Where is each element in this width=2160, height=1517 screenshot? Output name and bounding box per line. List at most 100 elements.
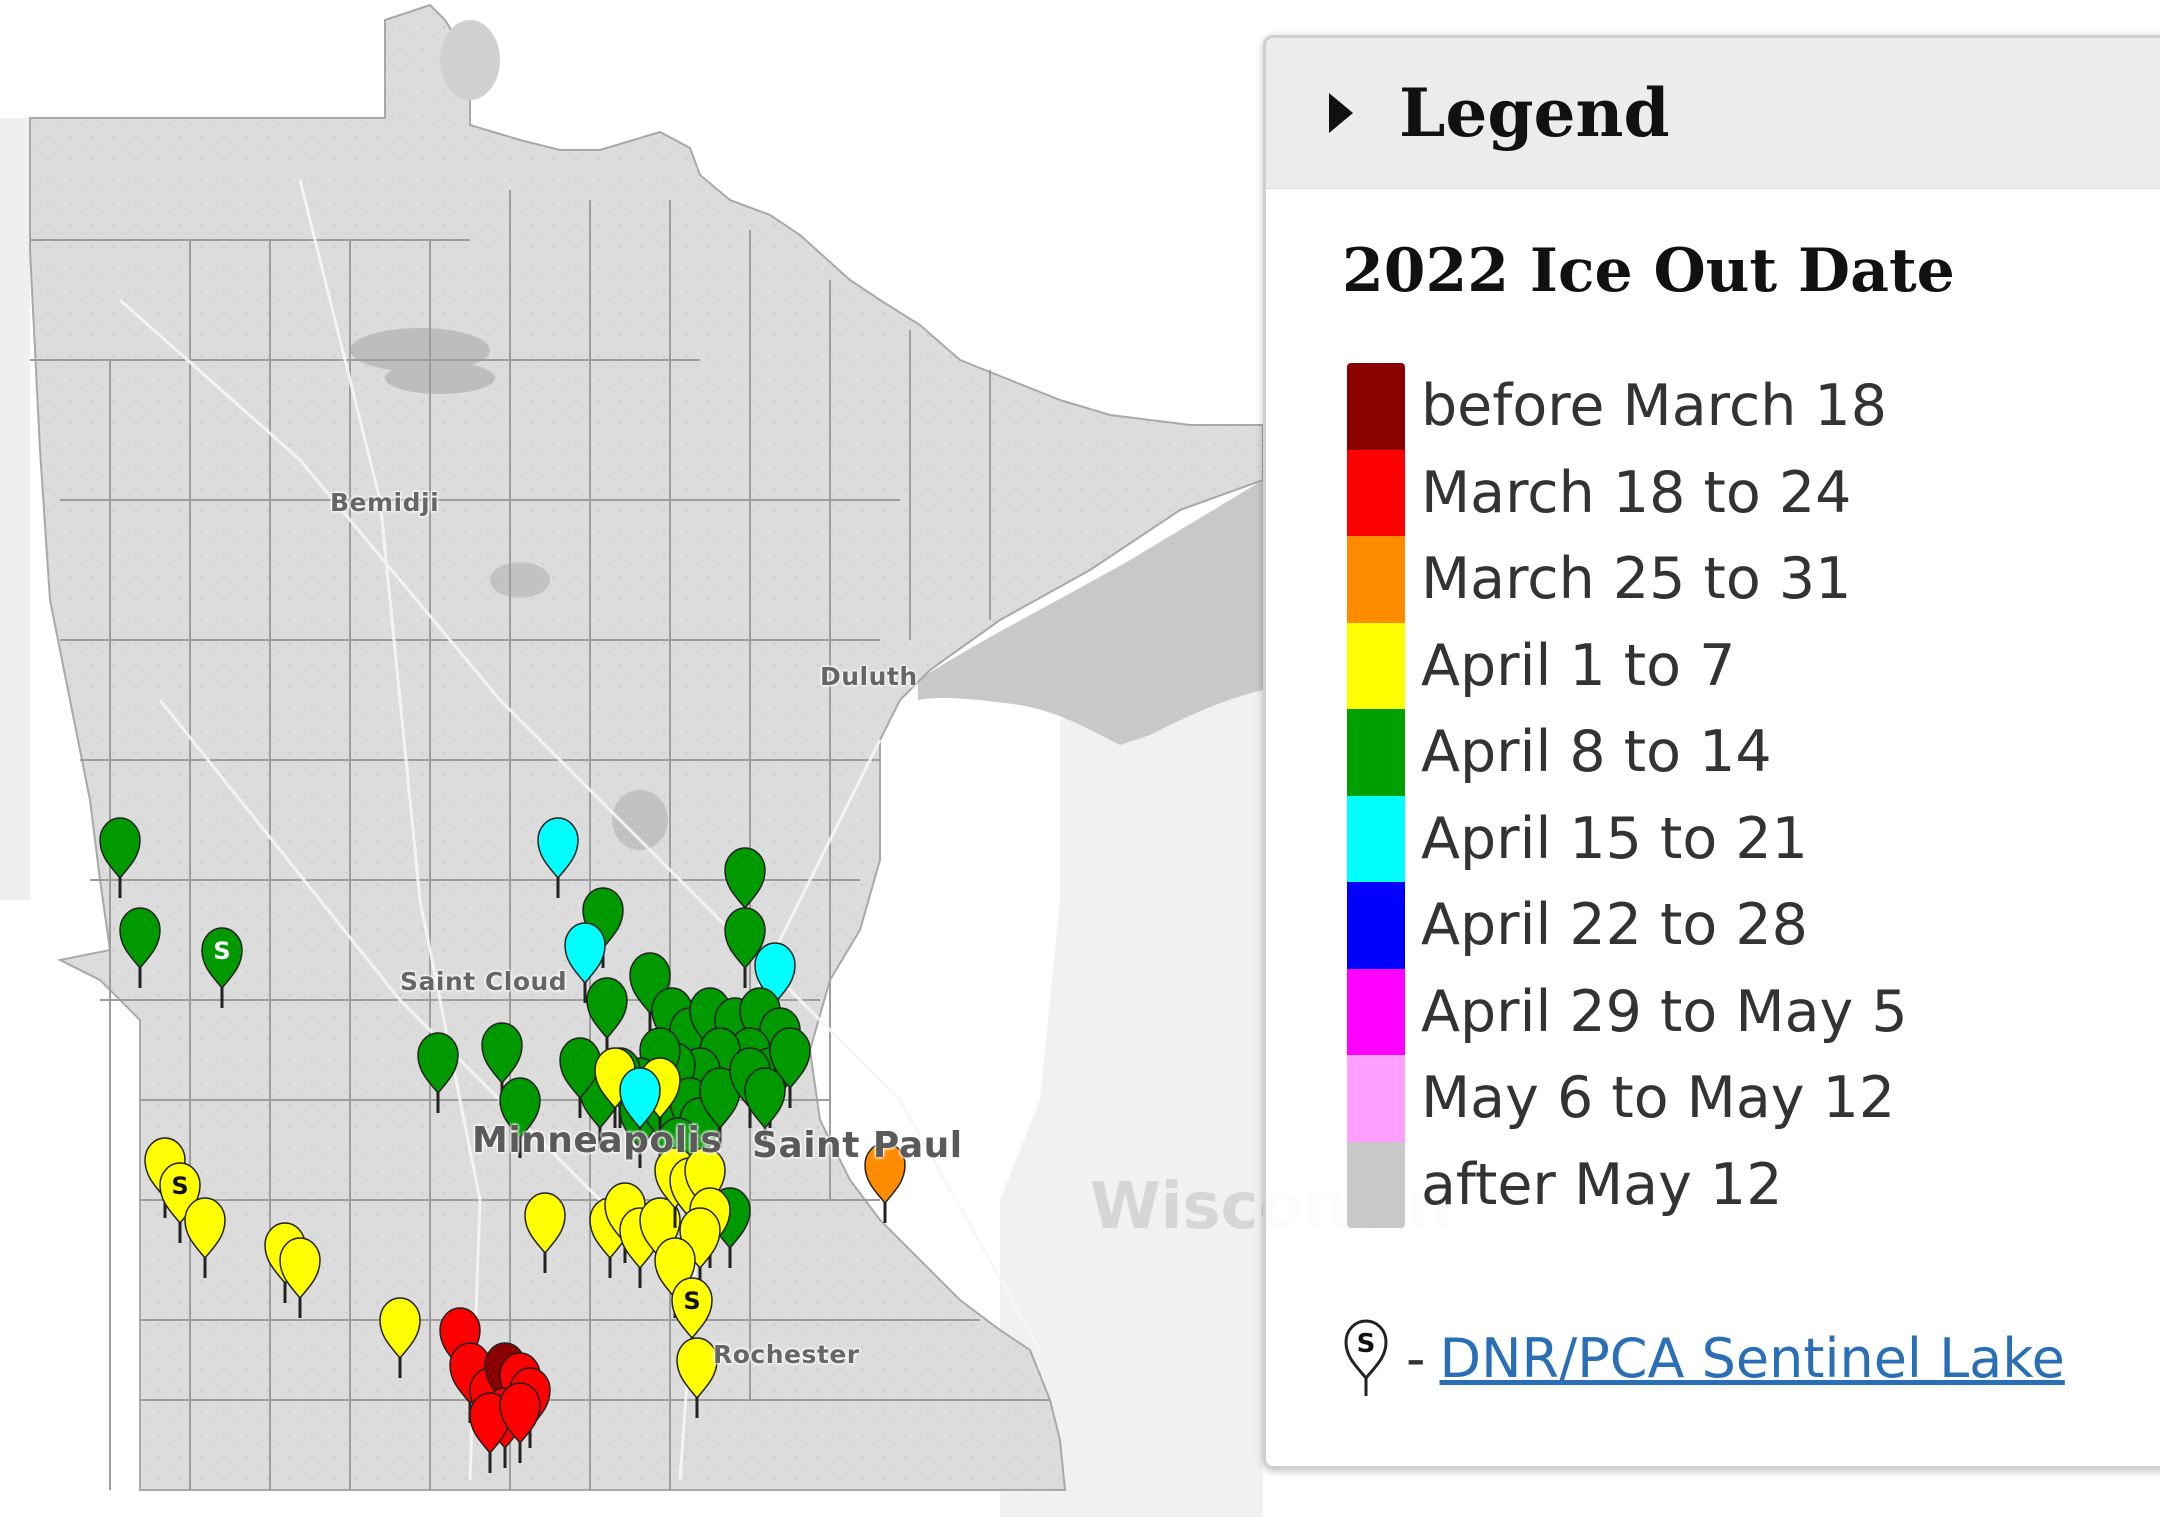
city-label-saint-cloud: Saint Cloud xyxy=(400,967,568,996)
lake-marker[interactable] xyxy=(699,1067,741,1148)
marker-pin xyxy=(379,1297,421,1360)
marker-pin xyxy=(279,1237,321,1300)
lake-marker[interactable] xyxy=(417,1032,459,1113)
city-label-minneapolis: Minneapolis xyxy=(472,1120,723,1161)
lake-marker[interactable] xyxy=(676,1337,718,1418)
legend-title: Legend xyxy=(1399,74,1670,152)
lake-marker[interactable] xyxy=(184,1197,226,1278)
minnesota-texture xyxy=(30,5,1263,1490)
sentinel-letter: S xyxy=(683,1287,700,1315)
lake-marker[interactable] xyxy=(619,1067,661,1148)
lake-marker[interactable] xyxy=(119,907,161,988)
lake-markers: S S S xyxy=(99,817,906,1473)
legend-header[interactable]: Legend xyxy=(1266,38,2160,189)
lake-marker[interactable] xyxy=(279,1237,321,1318)
marker-pin xyxy=(619,1067,661,1130)
marker-pin xyxy=(499,1382,541,1445)
lake-marker[interactable] xyxy=(99,817,141,898)
marker-pin xyxy=(586,977,628,1040)
lake-mille-lacs xyxy=(612,790,668,850)
legend-item: March 18 to 24 xyxy=(1347,449,1908,536)
legend-swatch xyxy=(1347,449,1405,536)
city-label-bemidji: Bemidji xyxy=(330,488,440,517)
legend-list: before March 18 March 18 to 24 March 25 to… xyxy=(1347,363,1908,1228)
marker-pin xyxy=(184,1197,226,1260)
legend-panel: Legend 2022 Ice Out Date before March 18… xyxy=(1263,35,2160,1469)
lake-leech xyxy=(490,562,550,598)
marker-pin xyxy=(537,817,579,880)
legend-swatch xyxy=(1347,1141,1405,1228)
marker-pin xyxy=(119,907,161,970)
legend-item: after May 12 xyxy=(1347,1141,1908,1228)
lake-marker[interactable] xyxy=(524,1192,566,1273)
legend-item-label: April 22 to 28 xyxy=(1421,892,1808,959)
legend-item: April 1 to 7 xyxy=(1347,622,1908,709)
marker-pin xyxy=(864,1142,906,1205)
lake-marker[interactable] xyxy=(744,1067,786,1148)
marker-pin xyxy=(676,1337,718,1400)
city-label-duluth: Duluth xyxy=(820,662,918,691)
sentinel-icon-letter: S xyxy=(1357,1329,1376,1359)
sentinel-separator: - xyxy=(1406,1326,1426,1390)
legend-swatch xyxy=(1347,709,1405,796)
legend-item: April 22 to 28 xyxy=(1347,882,1908,969)
sentinel-lake-marker[interactable]: S xyxy=(201,927,243,1008)
marker-pin xyxy=(499,1077,541,1140)
lake-marker[interactable] xyxy=(499,1382,541,1463)
legend-item: March 25 to 31 xyxy=(1347,536,1908,623)
legend-item: April 29 to May 5 xyxy=(1347,968,1908,1055)
legend-swatch xyxy=(1347,622,1405,709)
lake-superior xyxy=(918,480,1263,745)
legend-item-label: April 1 to 7 xyxy=(1421,632,1736,699)
legend-item: before March 18 xyxy=(1347,363,1908,450)
lake-marker[interactable] xyxy=(724,907,766,988)
legend-swatch xyxy=(1347,795,1405,882)
marker-pin xyxy=(769,1027,811,1090)
marker-pin xyxy=(699,1067,741,1130)
legend-subtitle: 2022 Ice Out Date xyxy=(1342,236,1955,306)
lake-marker[interactable] xyxy=(864,1142,906,1223)
lake-marker[interactable] xyxy=(537,817,579,898)
marker-pin xyxy=(524,1192,566,1255)
legend-swatch xyxy=(1347,536,1405,623)
legend-item-label: April 8 to 14 xyxy=(1421,719,1772,786)
sentinel-legend-row: S - DNR/PCA Sentinel Lake xyxy=(1342,1318,2065,1398)
marker-pin xyxy=(201,927,243,990)
city-label-rochester: Rochester xyxy=(713,1340,860,1369)
legend-item-label: after May 12 xyxy=(1421,1151,1783,1218)
lake-marker[interactable] xyxy=(379,1297,421,1378)
legend-swatch xyxy=(1347,882,1405,969)
neighbor-land xyxy=(0,118,30,900)
legend-swatch xyxy=(1347,968,1405,1055)
marker-pin xyxy=(481,1022,523,1085)
legend-item-label: April 15 to 21 xyxy=(1421,805,1808,872)
legend-swatch xyxy=(1347,363,1405,450)
city-label-saint-paul: Saint Paul xyxy=(752,1125,963,1166)
marker-pin xyxy=(724,907,766,970)
lake-marker[interactable] xyxy=(499,1077,541,1158)
county-lines xyxy=(30,190,1050,1490)
marker-pin xyxy=(671,1277,713,1340)
sentinel-letter: S xyxy=(171,1172,188,1200)
neighbor-land-wisconsin xyxy=(1000,640,1263,1517)
marker-pin xyxy=(99,817,141,880)
legend-item-label: April 29 to May 5 xyxy=(1421,978,1908,1045)
marker-pin xyxy=(724,847,766,910)
lake-lower-red xyxy=(385,362,495,394)
legend-swatch xyxy=(1347,1055,1405,1142)
lake-marker[interactable] xyxy=(586,977,628,1058)
lake-marker[interactable] xyxy=(769,1027,811,1108)
sentinel-letter: S xyxy=(213,937,230,965)
sentinel-lake-link[interactable]: DNR/PCA Sentinel Lake xyxy=(1439,1326,2065,1390)
sentinel-marker-icon: S xyxy=(1344,1319,1388,1396)
lake-woods xyxy=(440,20,500,100)
legend-item: April 8 to 14 xyxy=(1347,709,1908,796)
legend-item: April 15 to 21 xyxy=(1347,795,1908,882)
lake-marker[interactable] xyxy=(564,922,606,1003)
legend-item: May 6 to May 12 xyxy=(1347,1055,1908,1142)
legend-item-label: May 6 to May 12 xyxy=(1421,1065,1896,1132)
caret-right-icon[interactable] xyxy=(1329,93,1353,133)
legend-item-label: March 18 to 24 xyxy=(1421,459,1852,526)
marker-pin xyxy=(417,1032,459,1095)
